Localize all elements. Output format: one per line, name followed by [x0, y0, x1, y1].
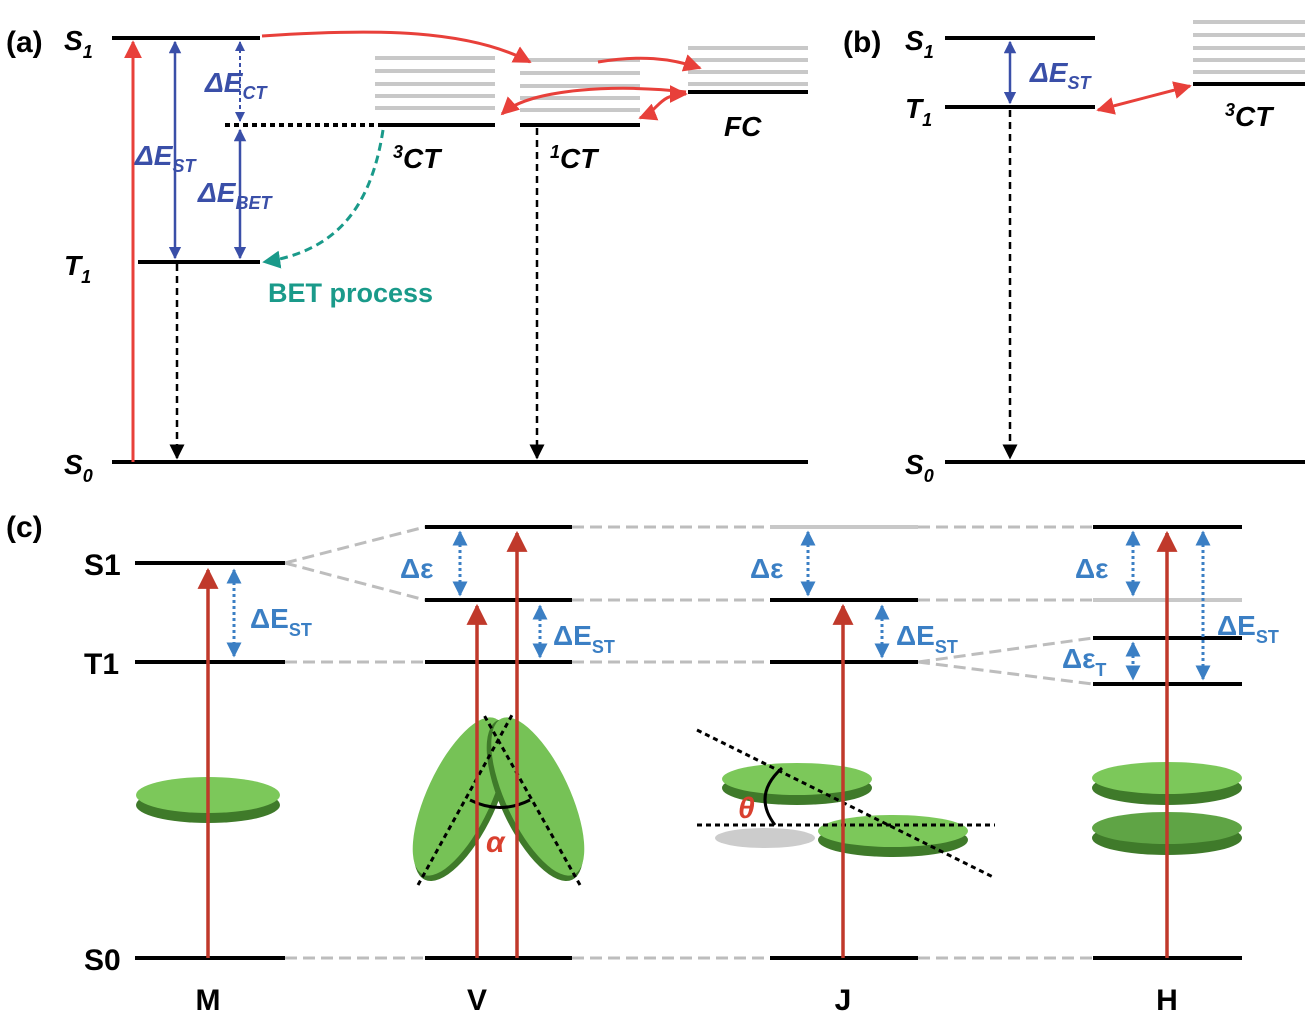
gap-sub: ST — [1067, 73, 1092, 93]
gap-label: ΔE — [1029, 57, 1069, 88]
level-label: T — [905, 93, 925, 124]
angle-label: α — [486, 826, 506, 859]
gap-label: Δε — [400, 553, 433, 584]
shape — [412, 717, 511, 882]
gap-sub: T — [1095, 660, 1106, 680]
state-sup: 3 — [1225, 100, 1235, 120]
level-label: S0 — [84, 944, 121, 977]
gap-sub: CT — [242, 83, 268, 103]
gap-sub: ST — [592, 637, 615, 657]
level-label: S — [64, 25, 83, 56]
level-sub: 0 — [83, 466, 93, 486]
level-label: T1 — [64, 250, 91, 287]
state-label: 1CT — [550, 142, 600, 174]
shape — [572, 525, 770, 960]
shape — [416, 714, 582, 886]
gap-label: ΔE — [250, 603, 289, 634]
state-label: CT — [403, 143, 443, 174]
line — [1096, 81, 1192, 115]
level-label: T1 — [905, 93, 932, 130]
gap-label: ΔEST — [250, 603, 312, 640]
gap-sub: ST — [289, 620, 312, 640]
level-sub: 1 — [81, 267, 91, 287]
disc — [715, 828, 815, 848]
panel-label: (a) — [6, 26, 43, 59]
gap-label: ΔεT — [1062, 643, 1106, 680]
gap-label: ΔEST — [1217, 610, 1279, 647]
gap-label: ΔEST — [896, 620, 958, 657]
state-sup: 3 — [393, 142, 403, 162]
shape — [486, 717, 585, 882]
state-label: CT — [560, 143, 600, 174]
gap-sub: ST — [172, 156, 197, 176]
aggregate-label: J — [835, 984, 852, 1014]
panel-label: (b) — [843, 26, 881, 59]
level-label: S — [905, 25, 924, 56]
level-sub: 0 — [924, 466, 934, 486]
gap-sub: ST — [1256, 627, 1279, 647]
gap-label: ΔEST — [1029, 57, 1092, 93]
level-sub: 1 — [83, 42, 93, 62]
level-label: S1 — [905, 25, 934, 62]
gap-label: Δε — [1062, 643, 1095, 674]
shape — [261, 30, 532, 64]
state-sup: 1 — [550, 142, 560, 162]
gap-label: ΔEST — [553, 620, 615, 657]
gap-label: ΔEBET — [197, 177, 273, 213]
level-label: S1 — [64, 25, 93, 62]
aggregate-label: H — [1156, 984, 1178, 1014]
panel-label: (c) — [6, 511, 43, 544]
shape — [763, 766, 784, 826]
gap-label: ΔE — [134, 140, 174, 171]
gap-label: ΔEST — [134, 140, 197, 176]
disc — [818, 815, 968, 847]
level-label: T — [64, 250, 84, 281]
disc — [412, 717, 506, 876]
gap-label: ΔE — [197, 177, 237, 208]
angle-label: θ — [738, 792, 755, 825]
gap-sub: ST — [935, 637, 958, 657]
gap-label: ΔE — [1217, 610, 1256, 641]
annotation: BET process — [268, 278, 433, 308]
level-sub: 1 — [922, 110, 932, 130]
shape — [284, 525, 426, 960]
aggregate-label: V — [467, 984, 487, 1014]
gap-label: Δε — [1075, 553, 1108, 584]
state-label: FC — [724, 111, 762, 142]
panel-a-shapes — [112, 30, 808, 464]
gap-sub: BET — [235, 193, 273, 213]
aggregate-label: M — [196, 984, 221, 1014]
shape — [597, 54, 702, 72]
state-label: CT — [1235, 101, 1275, 132]
gap-label: ΔE — [553, 620, 592, 651]
shape — [262, 129, 385, 269]
gap-label: ΔE — [896, 620, 935, 651]
panel-b-shapes — [945, 20, 1305, 464]
shape — [638, 85, 688, 121]
level-sub: 1 — [924, 42, 934, 62]
level-label: S — [64, 449, 83, 480]
disc — [491, 717, 585, 876]
level-label: S0 — [905, 449, 934, 486]
level-label: S — [905, 449, 924, 480]
shape — [226, 530, 1211, 681]
panel-c-shapes — [135, 525, 1242, 960]
state-label: 3CT — [393, 142, 443, 174]
shape — [696, 728, 996, 880]
state-label: 3CT — [1225, 100, 1275, 132]
level-label: T1 — [84, 648, 119, 681]
level-label: S1 — [84, 549, 121, 582]
gap-label: Δε — [750, 553, 783, 584]
level-label: S0 — [64, 449, 93, 486]
gap-label: ΔE — [204, 67, 244, 98]
shape — [917, 525, 1094, 960]
gap-label: ΔECT — [204, 67, 268, 103]
